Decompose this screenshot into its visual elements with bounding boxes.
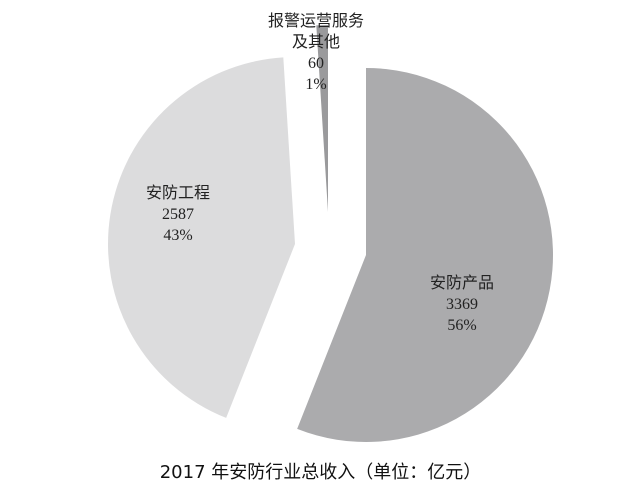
pie-slice-1 (297, 68, 553, 442)
chart-title: 2017 年安防行业总收入（单位：亿元） (159, 462, 482, 483)
slice-label: 报警运营服务 (268, 12, 364, 30)
slice-label: 及其他 (292, 33, 340, 51)
pie-slice-2 (107, 57, 295, 418)
slice-percent-label: 1% (305, 76, 326, 93)
slice-value-label: 3369 (446, 296, 478, 313)
slice-percent-label: 56% (447, 317, 476, 334)
slice-percent-label: 43% (163, 227, 192, 244)
slice-label: 安防产品 (430, 274, 494, 292)
slice-value-label: 60 (308, 55, 324, 72)
pie-slice-3 (316, 25, 328, 212)
slice-value-label: 2587 (162, 206, 194, 223)
slice-label: 安防工程 (146, 184, 210, 202)
